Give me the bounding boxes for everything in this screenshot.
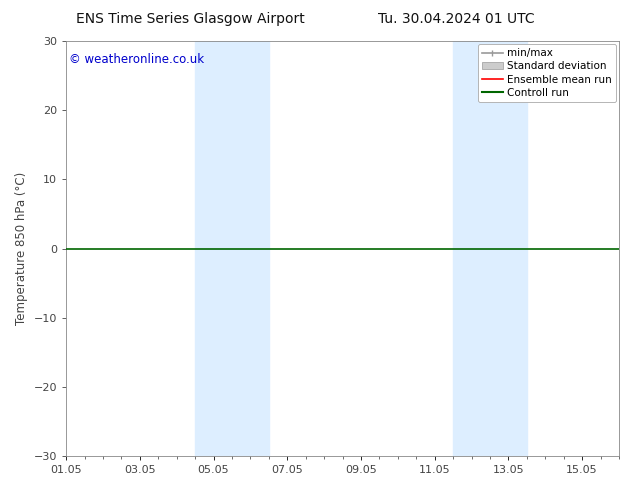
- Text: ENS Time Series Glasgow Airport: ENS Time Series Glasgow Airport: [76, 12, 304, 26]
- Text: © weatheronline.co.uk: © weatheronline.co.uk: [69, 53, 204, 67]
- Bar: [195, 41, 269, 456]
- Text: Tu. 30.04.2024 01 UTC: Tu. 30.04.2024 01 UTC: [378, 12, 535, 26]
- Legend: min/max, Standard deviation, Ensemble mean run, Controll run: min/max, Standard deviation, Ensemble me…: [478, 44, 616, 102]
- Bar: [453, 41, 527, 456]
- Y-axis label: Temperature 850 hPa (°C): Temperature 850 hPa (°C): [15, 172, 28, 325]
